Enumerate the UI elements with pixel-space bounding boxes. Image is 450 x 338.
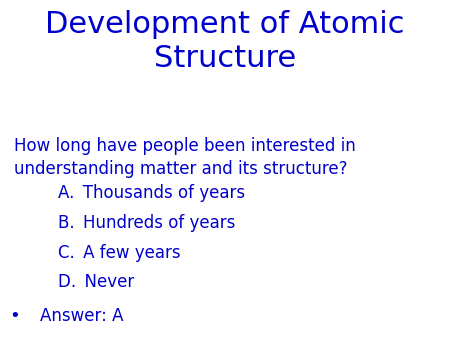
Text: How long have people been interested in
understanding matter and its structure?: How long have people been interested in … [14, 137, 355, 178]
Text: A. Thousands of years: A. Thousands of years [58, 184, 246, 202]
Text: •: • [9, 307, 20, 324]
Text: Development of Atomic
Structure: Development of Atomic Structure [45, 10, 405, 73]
Text: C. A few years: C. A few years [58, 244, 181, 262]
Text: Answer: A: Answer: A [40, 307, 124, 324]
Text: D. Never: D. Never [58, 273, 135, 291]
Text: B. Hundreds of years: B. Hundreds of years [58, 214, 236, 232]
